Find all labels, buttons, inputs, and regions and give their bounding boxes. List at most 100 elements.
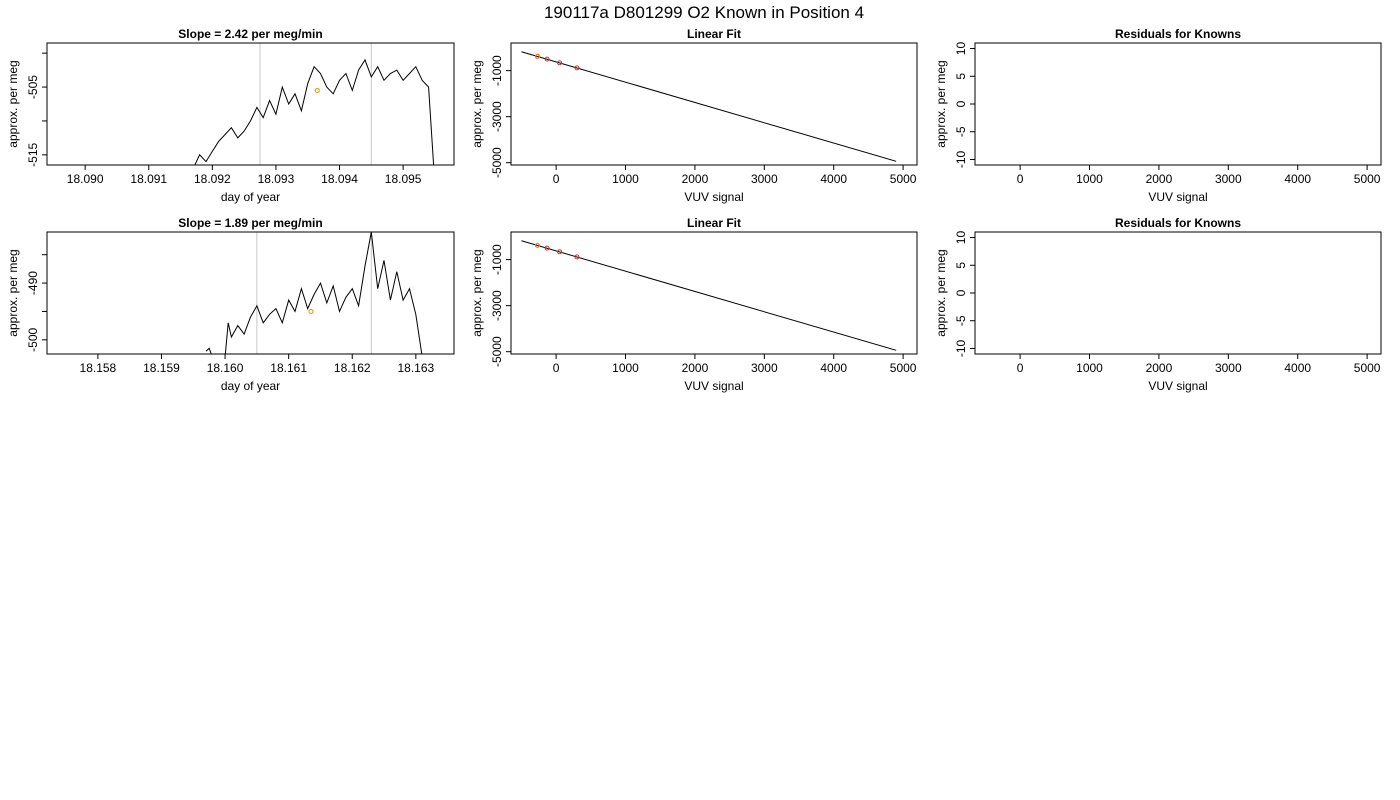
x-tick-label: 1000 (1076, 361, 1103, 375)
panel-title: Residuals for Knowns (1115, 216, 1241, 230)
signal-trace (205, 232, 423, 354)
x-tick-label: 2000 (1146, 361, 1173, 375)
x-tick-label: 2000 (682, 172, 709, 186)
x-tick-label: 18.163 (397, 361, 434, 375)
x-tick-label: 3000 (751, 172, 778, 186)
y-axis-label: approx. per meg (934, 249, 948, 336)
panel-title: Residuals for Knowns (1115, 27, 1241, 41)
panel-3: Residuals for Knowns VUV signal approx. pe… (934, 27, 1382, 204)
y-tick-label: 0 (954, 289, 968, 296)
x-tick-label: 2000 (682, 361, 709, 375)
x-tick-label: 18.159 (143, 361, 180, 375)
y-tick-label: -3000 (490, 290, 504, 321)
x-tick-label: 18.094 (321, 172, 358, 186)
x-tick-label: 4000 (1284, 172, 1311, 186)
y-tick-label: -10 (954, 339, 968, 357)
x-tick-label: 4000 (1284, 361, 1311, 375)
x-tick-label: 1000 (1076, 172, 1103, 186)
fit-point (574, 254, 580, 260)
figure-title: 190117a D801299 O2 Known in Position 4 (544, 3, 864, 22)
plot-area (521, 240, 897, 351)
x-tick-label: 0 (1017, 361, 1024, 375)
y-tick-label: -3000 (490, 101, 504, 132)
x-tick-label: 5000 (1354, 361, 1381, 375)
plot-frame (974, 42, 1382, 166)
panel-4: Slope = 1.89 per meg/min day of year appro… (6, 216, 455, 393)
y-tick-label: -505 (26, 75, 40, 99)
y-tick-label: -5000 (490, 336, 504, 367)
x-tick-label: 18.092 (194, 172, 231, 186)
plot-area (205, 232, 423, 354)
y-tick-label: -1000 (490, 55, 504, 86)
x-tick-label: 18.090 (67, 172, 104, 186)
x-tick-label: 1000 (612, 361, 639, 375)
plot-frame (510, 231, 918, 355)
x-tick-label: 1000 (612, 172, 639, 186)
x-axis-label: day of year (221, 379, 280, 393)
x-tick-label: 2000 (1146, 172, 1173, 186)
panel-6: Residuals for Knowns VUV signal approx. pe… (934, 216, 1382, 393)
x-tick-label: 3000 (751, 361, 778, 375)
panel-title: Linear Fit (687, 216, 741, 230)
x-tick-label: 5000 (890, 172, 917, 186)
x-axis-label: day of year (221, 190, 280, 204)
y-tick-label: 10 (954, 231, 968, 245)
known-marker (308, 308, 314, 314)
y-tick-label: 5 (954, 262, 968, 269)
x-tick-label: 5000 (1354, 172, 1381, 186)
known-point (534, 242, 540, 248)
panels-group: Slope = 2.42 per meg/min day of year appro… (6, 27, 1382, 393)
plot-frame (46, 231, 455, 355)
x-tick-label: 0 (553, 361, 560, 375)
fit-point (544, 56, 550, 62)
panel-title: Slope = 2.42 per meg/min (178, 27, 322, 41)
x-tick-label: 3000 (1215, 172, 1242, 186)
y-tick-label: -1000 (490, 244, 504, 275)
x-tick-label: 4000 (820, 361, 847, 375)
y-tick-label: -515 (26, 143, 40, 167)
x-tick-label: 3000 (1215, 361, 1242, 375)
y-tick-label: -10 (954, 150, 968, 168)
y-axis-label: approx. per meg (470, 60, 484, 147)
x-tick-label: 0 (1017, 172, 1024, 186)
signal-trace (194, 58, 435, 165)
x-tick-label: 18.158 (80, 361, 117, 375)
panel-1: Slope = 2.42 per meg/min day of year appro… (6, 27, 455, 204)
panel-title: Linear Fit (687, 27, 741, 41)
y-axis-label: approx. per meg (470, 249, 484, 336)
panel-5: Linear Fit VUV signal approx. per meg 0 1000… (470, 216, 918, 393)
plot-frame (974, 231, 1382, 355)
x-axis-label: VUV signal (1148, 190, 1207, 204)
x-tick-label: 18.091 (130, 172, 167, 186)
y-tick-label: -500 (26, 327, 40, 351)
x-tick-label: 5000 (890, 361, 917, 375)
x-tick-label: 4000 (820, 172, 847, 186)
x-axis-label: VUV signal (1148, 379, 1207, 393)
x-tick-label: 18.160 (207, 361, 244, 375)
y-tick-label: -5 (954, 126, 968, 137)
x-tick-label: 18.093 (258, 172, 295, 186)
y-tick-label: -490 (26, 271, 40, 295)
known-marker (314, 87, 320, 93)
fit-point (544, 245, 550, 251)
x-axis-label: VUV signal (684, 190, 743, 204)
y-axis-label: approx. per meg (6, 60, 20, 147)
y-axis-label: approx. per meg (934, 60, 948, 147)
plot-frame (510, 42, 918, 166)
y-tick-label: 5 (954, 73, 968, 80)
plot-area (194, 43, 435, 165)
fit-line (521, 240, 897, 351)
y-axis-label: approx. per meg (6, 249, 20, 336)
panel-title: Slope = 1.89 per meg/min (178, 216, 322, 230)
x-tick-label: 18.095 (385, 172, 422, 186)
plot-frame (46, 42, 455, 166)
plot-area (521, 51, 897, 162)
fit-point (557, 60, 563, 66)
known-point (535, 53, 541, 59)
x-tick-label: 0 (553, 172, 560, 186)
y-tick-label: 10 (954, 42, 968, 56)
y-tick-label: -5000 (490, 147, 504, 178)
y-tick-label: -5 (954, 315, 968, 326)
x-tick-label: 18.161 (270, 361, 307, 375)
